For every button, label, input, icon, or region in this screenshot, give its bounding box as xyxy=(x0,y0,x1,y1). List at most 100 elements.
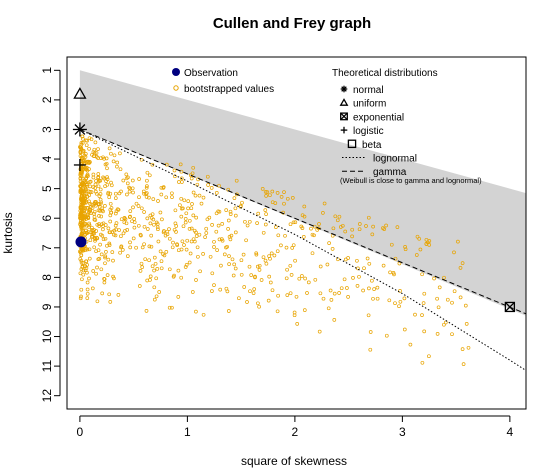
bootstrap-point xyxy=(227,254,231,258)
bootstrap-point xyxy=(398,299,403,304)
bootstrap-point xyxy=(288,263,293,268)
bootstrap-point xyxy=(268,193,272,198)
bootstrap-point xyxy=(96,184,101,189)
bootstrap-point xyxy=(263,258,268,263)
bootstrap-point xyxy=(112,276,116,281)
legend-gamma-label: gamma xyxy=(373,167,407,178)
bootstrap-point xyxy=(450,300,454,305)
bootstrap-point xyxy=(263,222,268,227)
bootstrap-point xyxy=(144,192,148,196)
bootstrap-point xyxy=(247,219,252,224)
bootstrap-point xyxy=(197,232,202,237)
bootstrap-point xyxy=(242,285,247,289)
bootstrap-point xyxy=(232,262,237,267)
bootstrap-point xyxy=(204,231,209,235)
bootstrap-point xyxy=(78,205,83,209)
bootstrap-point xyxy=(148,213,153,218)
bootstrap-point xyxy=(252,287,257,291)
bootstrap-point xyxy=(131,205,135,210)
bootstrap-point xyxy=(371,296,375,301)
bootstrap-point xyxy=(238,204,243,209)
bootstrap-point xyxy=(190,202,194,206)
legend-normal-marker xyxy=(340,85,348,93)
bootstrap-point xyxy=(282,190,286,194)
bootstrap-point xyxy=(224,208,229,212)
bootstrap-point xyxy=(362,266,366,271)
bootstrap-point xyxy=(285,196,290,201)
bootstrap-point xyxy=(89,230,93,235)
bootstrap-point xyxy=(134,245,138,250)
bootstrap-point xyxy=(94,271,98,276)
bootstrap-point xyxy=(105,182,110,187)
bootstrap-point xyxy=(193,193,198,198)
bootstrap-point xyxy=(279,195,284,199)
bootstrap-point xyxy=(458,295,463,300)
bootstrap-point xyxy=(290,196,295,200)
observation-point xyxy=(75,236,87,248)
bootstrap-point xyxy=(170,195,174,199)
bootstrap-point xyxy=(201,312,206,317)
y-tick-label: 7 xyxy=(40,244,54,251)
bootstrap-point xyxy=(87,256,92,261)
bootstrap-point xyxy=(85,247,90,252)
bootstrap-point xyxy=(425,240,430,245)
bootstrap-point xyxy=(172,227,177,232)
bootstrap-point xyxy=(210,223,214,227)
bootstrap-point xyxy=(317,329,322,334)
bootstrap-point xyxy=(148,221,153,226)
bootstrap-point xyxy=(86,174,90,178)
bootstrap-point xyxy=(137,195,141,200)
bootstrap-point xyxy=(261,255,266,260)
bootstrap-point xyxy=(85,168,90,173)
bootstrap-point xyxy=(93,218,98,222)
bootstrap-point xyxy=(355,284,360,288)
bootstrap-point xyxy=(249,273,254,277)
bootstrap-point xyxy=(152,285,157,290)
bootstrap-point xyxy=(97,179,102,183)
bootstrap-point xyxy=(191,213,196,218)
bootstrap-point xyxy=(171,274,176,279)
bootstrap-point xyxy=(80,134,85,139)
bootstrap-point xyxy=(257,268,262,272)
bootstrap-point xyxy=(291,220,296,225)
bootstrap-point xyxy=(220,238,225,243)
bootstrap-point xyxy=(257,263,262,268)
x-axis: 0 1 2 3 4 xyxy=(77,415,514,439)
bootstrap-point xyxy=(275,249,280,254)
x-tick-label: 4 xyxy=(507,425,514,439)
bootstrap-point xyxy=(101,227,105,232)
bootstrap-point xyxy=(105,273,110,277)
bootstrap-point xyxy=(231,273,236,278)
bootstrap-point xyxy=(92,211,96,216)
bootstrap-point xyxy=(113,191,118,196)
bootstrap-point xyxy=(81,149,85,154)
bootstrap-point xyxy=(94,191,99,196)
bootstrap-point xyxy=(139,261,144,266)
bootstrap-point xyxy=(366,313,371,318)
bootstrap-point xyxy=(226,218,231,223)
bootstrap-point xyxy=(345,286,349,290)
bootstrap-point xyxy=(291,243,296,248)
bootstrap-point xyxy=(152,255,157,260)
bootstrap-point xyxy=(245,300,249,304)
bootstrap-point xyxy=(85,263,89,267)
bootstrap-point xyxy=(212,239,216,244)
bootstrap-point xyxy=(309,226,313,231)
bootstrap-point xyxy=(136,204,141,208)
bootstrap-point xyxy=(194,230,198,235)
bootstrap-point xyxy=(370,232,375,237)
bootstrap-point xyxy=(160,217,164,222)
y-tick-label: 3 xyxy=(40,126,54,133)
bootstrap-point xyxy=(217,183,221,188)
bootstrap-point xyxy=(84,182,89,186)
bootstrap-point xyxy=(282,201,286,206)
bootstrap-point xyxy=(370,278,374,283)
beta-region xyxy=(79,70,526,316)
bootstrap-point xyxy=(228,237,233,242)
bootstrap-point xyxy=(106,226,111,231)
bootstrap-point xyxy=(224,286,229,291)
bootstrap-point xyxy=(103,254,108,259)
bootstrap-point xyxy=(85,291,90,296)
bootstrap-point xyxy=(183,265,188,269)
bootstrap-point xyxy=(274,225,278,229)
